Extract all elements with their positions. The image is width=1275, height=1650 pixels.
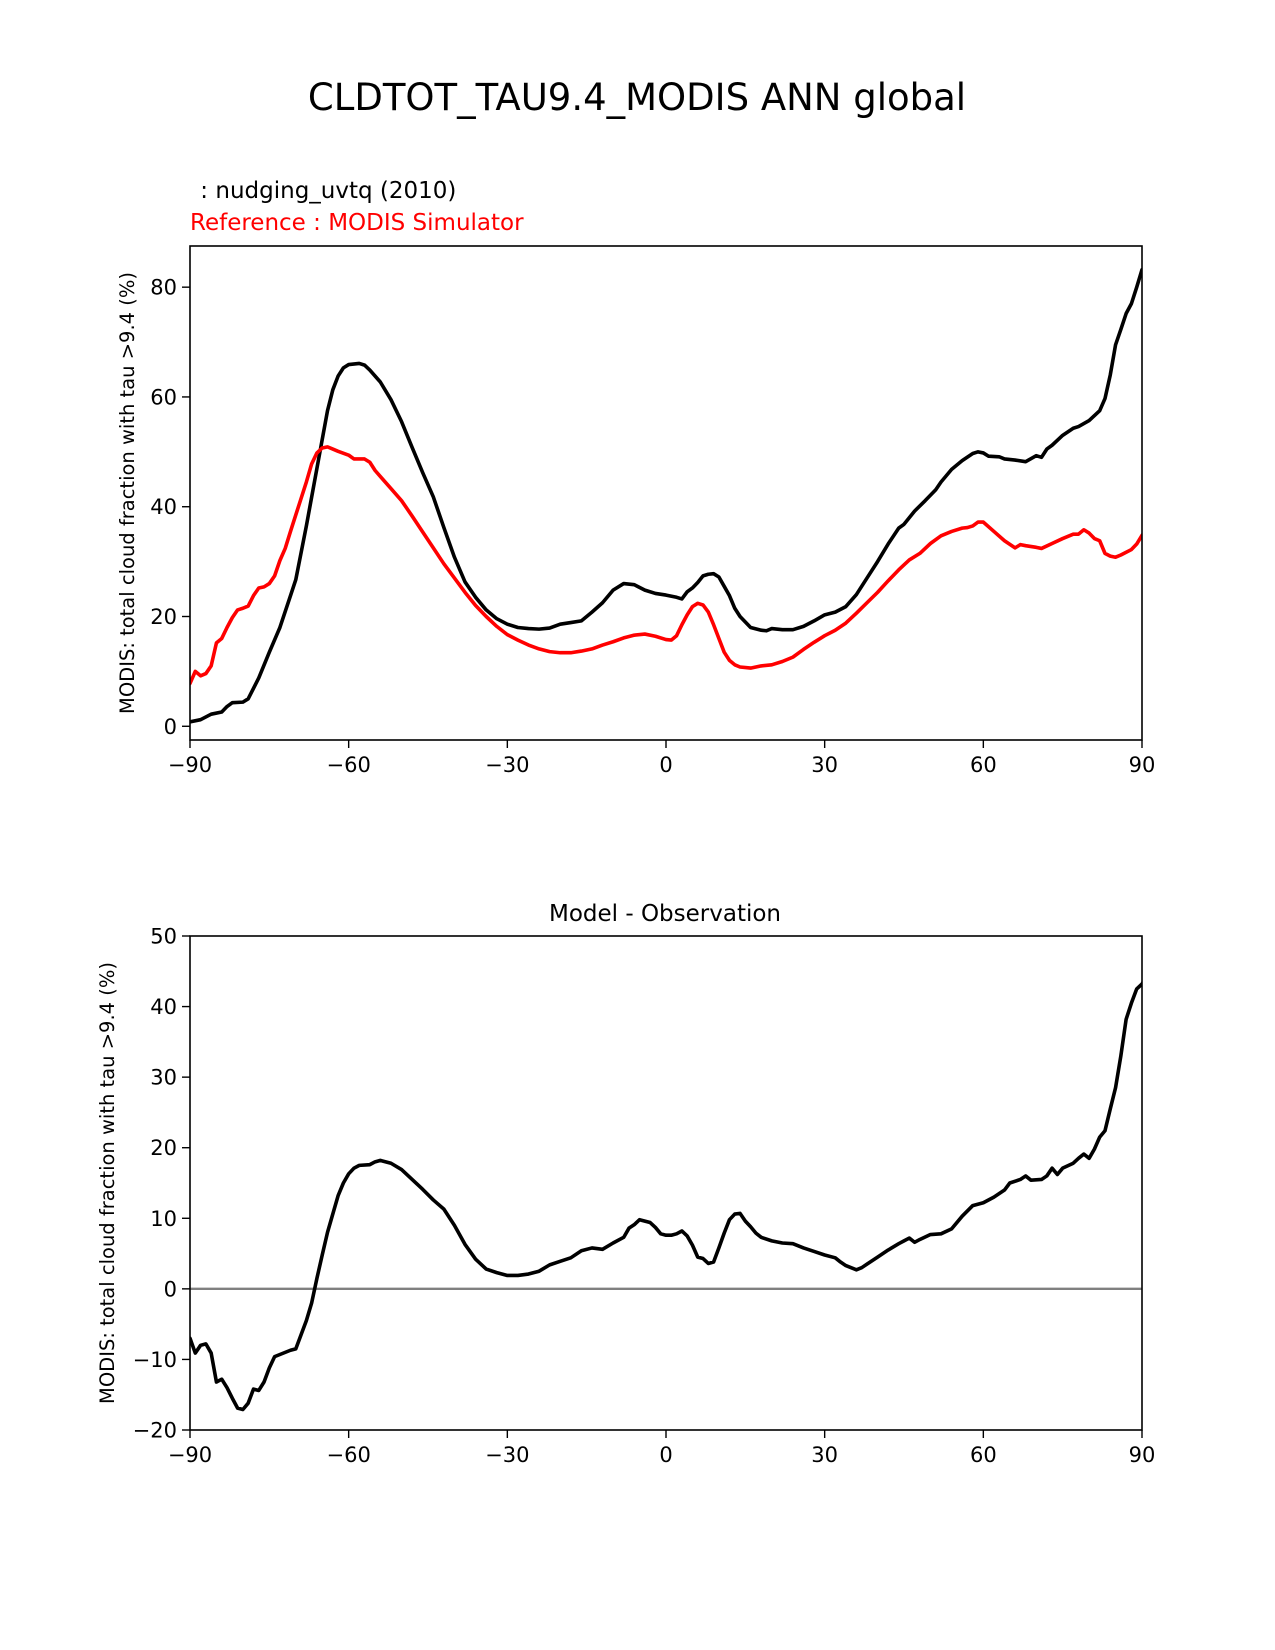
figure-suptitle: CLDTOT_TAU9.4_MODIS ANN global [308, 76, 966, 119]
bottom-xtick-label: −30 [485, 1443, 529, 1467]
top-ytick-label: 20 [150, 605, 177, 629]
bottom-xtick-label: 30 [811, 1443, 838, 1467]
bottom-series-layer [190, 980, 1142, 1412]
bottom-xtick-label: 90 [1129, 1443, 1156, 1467]
top-xtick-label: 90 [1129, 753, 1156, 777]
bottom-panel: Model - Observation MODIS: total cloud f… [96, 901, 1156, 1468]
top-series-layer [190, 267, 1142, 724]
bottom-xtick-label: −60 [327, 1443, 371, 1467]
bottom-title: Model - Observation [549, 901, 781, 927]
test-label: : nudging_uvtq (2010) [193, 178, 456, 204]
bottom-xtick-label: −90 [168, 1443, 212, 1467]
bottom-ylabel: MODIS: total cloud fraction with tau >9.… [96, 962, 119, 1404]
bottom-series-line-1 [190, 980, 1142, 1412]
top-xtick-label: −30 [485, 753, 529, 777]
bottom-ytick-label: −20 [133, 1419, 177, 1443]
bottom-xtick-label: 60 [970, 1443, 997, 1467]
top-panel: : nudging_uvtq (2010) Reference : MODIS … [116, 178, 1155, 777]
reference-label: Reference : MODIS Simulator [190, 210, 524, 236]
top-axes-frame [189, 245, 1143, 741]
top-axis-ticks: −90 −60 −30 0 30 60 90 0 20 40 60 80 [150, 276, 1155, 777]
top-ylabel: MODIS: total cloud fraction with tau >9.… [116, 272, 139, 714]
top-series-line-1 [190, 267, 1142, 724]
bottom-ytick-label: 40 [150, 995, 177, 1019]
top-ytick-label: 80 [150, 276, 177, 300]
top-xtick-label: −60 [327, 753, 371, 777]
top-xtick-label: 30 [811, 753, 838, 777]
bottom-axis-ticks: −90 −60 −30 0 30 60 90 −20 −10 0 10 20 30 40 50 [133, 925, 1156, 1468]
top-xtick-label: −90 [168, 753, 212, 777]
bottom-xtick-label: 0 [659, 1443, 672, 1467]
top-ytick-label: 0 [164, 715, 177, 739]
bottom-ytick-label: −10 [133, 1348, 177, 1372]
top-ytick-label: 60 [150, 385, 177, 409]
top-ytick-label: 40 [150, 495, 177, 519]
bottom-axes-frame [189, 935, 1143, 1431]
bottom-ytick-label: 0 [164, 1277, 177, 1301]
bottom-ytick-label: 20 [150, 1136, 177, 1160]
top-xtick-label: 0 [659, 753, 672, 777]
top-xtick-label: 60 [970, 753, 997, 777]
bottom-ytick-label: 10 [150, 1207, 177, 1231]
bottom-ytick-label: 50 [150, 925, 177, 949]
bottom-ytick-label: 30 [150, 1066, 177, 1090]
top-series-line-2 [190, 445, 1142, 686]
